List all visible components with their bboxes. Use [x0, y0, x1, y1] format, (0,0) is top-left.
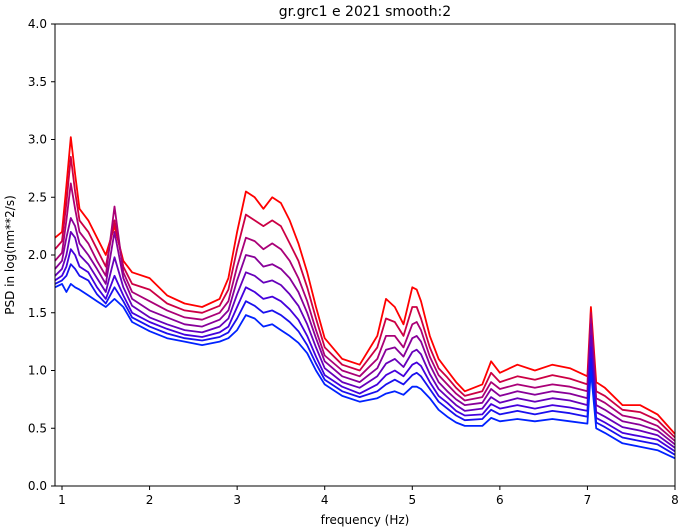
y-axis-label: PSD in log(nm**2/s)	[3, 195, 17, 315]
y-tick-label: 2.5	[28, 190, 47, 204]
series-line-3	[54, 182, 676, 442]
x-tick-label: 3	[233, 493, 241, 507]
y-tick-label: 2.0	[28, 248, 47, 262]
plot-frame	[54, 23, 676, 487]
series-line-6	[54, 248, 676, 453]
y-tick-label: 0.5	[28, 421, 47, 435]
x-tick-label: 7	[584, 493, 592, 507]
y-tick-label: 3.0	[28, 133, 47, 147]
series-line-8	[54, 283, 676, 460]
x-tick-label: 4	[321, 493, 329, 507]
x-tick-label: 2	[146, 493, 154, 507]
series-group	[54, 136, 676, 460]
y-tick-label: 0.0	[28, 479, 47, 493]
x-tick-label: 5	[408, 493, 416, 507]
series-line-4	[54, 217, 676, 446]
y-tick-label: 1.0	[28, 364, 47, 378]
x-tick-label: 8	[671, 493, 679, 507]
x-tick-label: 6	[496, 493, 504, 507]
y-tick-label: 3.5	[28, 75, 47, 89]
series-line-5	[54, 231, 676, 449]
x-axis-label: frequency (Hz)	[321, 513, 410, 527]
chart-title: gr.grc1 e 2021 smooth:2	[279, 4, 451, 20]
series-line-7	[54, 263, 676, 456]
axes: 1 2 3 4 5 6 7 8 0.0 0.5 1.0 1.5 2.0 2.5 3.0 3.5 4.0	[28, 17, 679, 507]
y-tick-label: 4.0	[28, 17, 47, 31]
y-tick-label: 1.5	[28, 306, 47, 320]
x-tick-label: 1	[58, 493, 66, 507]
